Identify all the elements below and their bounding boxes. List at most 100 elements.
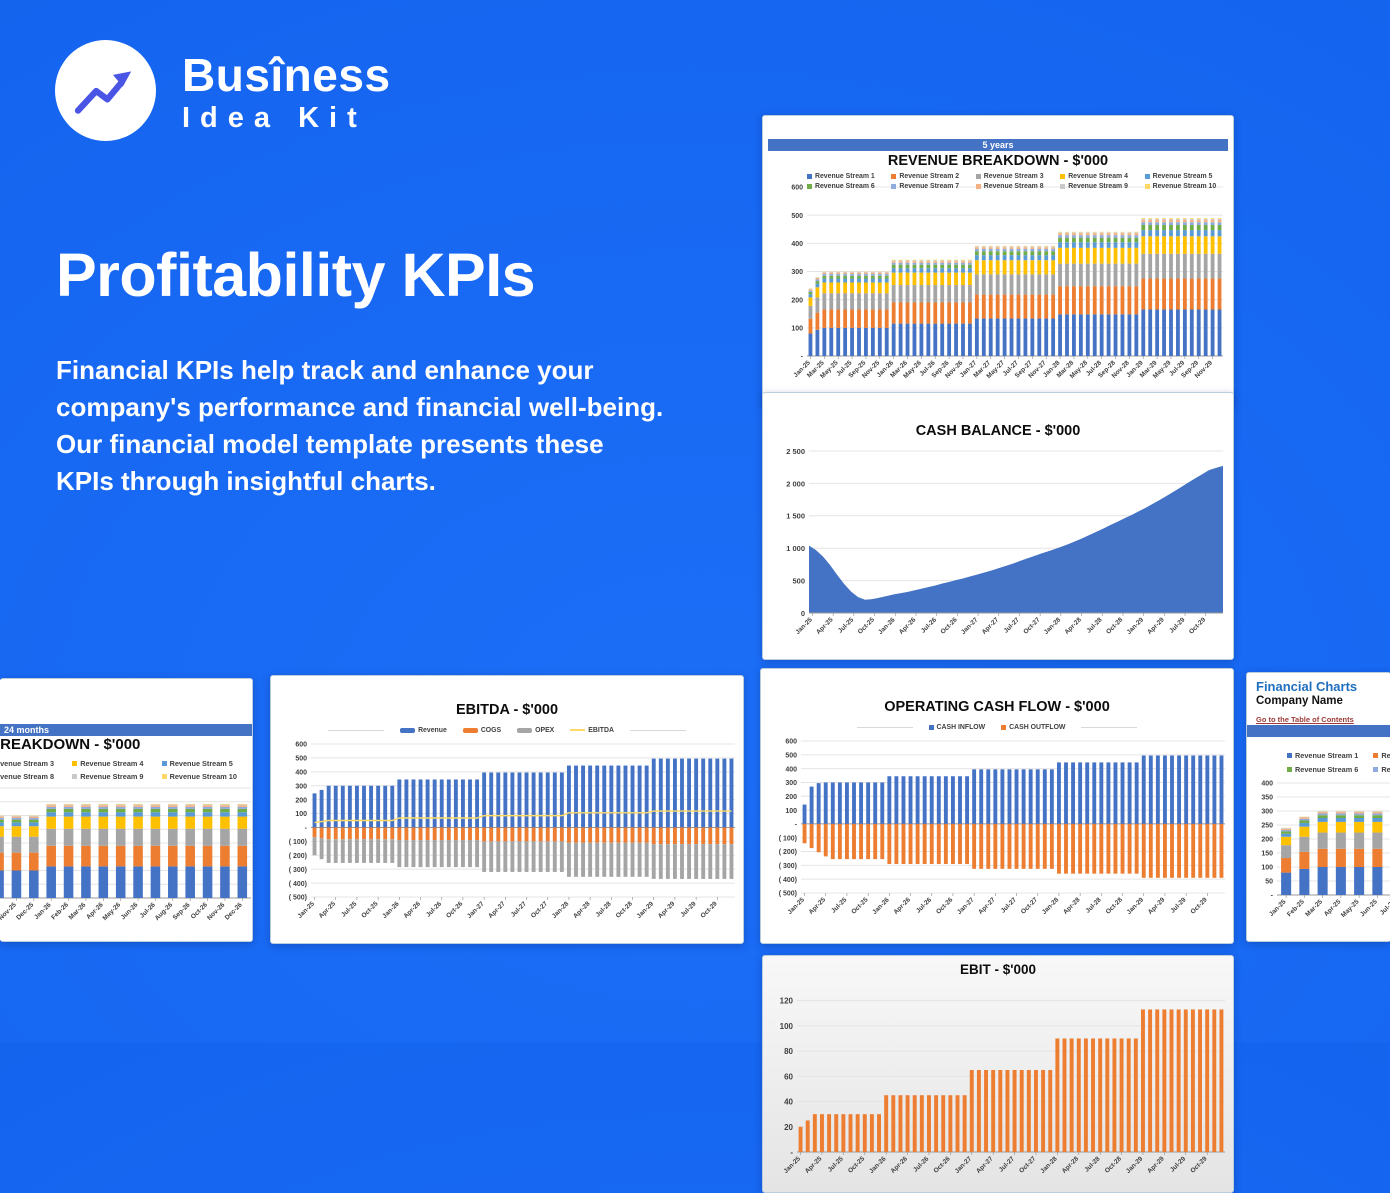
legend-item: COGS [463,727,501,734]
svg-text:Jul-26: Jul-26 [915,896,934,915]
svg-text:( 200): ( 200) [779,849,797,856]
legend-label: Revenue Stream 10 [1153,183,1217,190]
svg-text:Jan-28: Jan-28 [551,900,571,920]
legend-label: Revenue Stream 4 [80,759,143,768]
revenue-breakdown-24m-chart: 40035030025020015010050-Jan-25Feb-25Mar-… [0,782,253,941]
legend-swatch-icon [1373,767,1378,772]
svg-text:Oct-28: Oct-28 [1105,616,1125,636]
legend-label: Revenue Stream 8 [984,183,1044,190]
page-description: Financial KPIs help track and enhance yo… [56,352,664,500]
svg-text:Jan-27: Jan-27 [960,616,980,636]
svg-text:Jul-26: Jul-26 [425,900,444,919]
sheet-period-label: 5 years [982,140,1013,150]
svg-text:Oct-28: Oct-28 [615,900,635,920]
brand-subname: Idea Kit [182,104,391,133]
svg-text:Jan-27: Jan-27 [954,1155,974,1175]
svg-text:40: 40 [784,1098,793,1107]
chart-title: CASH BALANCE - $'000 [763,423,1233,443]
svg-text:Jul-25: Jul-25 [1379,898,1390,917]
page-background: Busîness Idea Kit Profitability KPIs Fin… [0,0,1390,1043]
svg-text:Oct-27: Oct-27 [1022,616,1042,636]
svg-text:Apr-26: Apr-26 [889,1155,909,1175]
svg-text:( 500): ( 500) [779,891,797,898]
legend-item: CASH INFLOW [929,724,986,731]
legend-label: Revenue Stream 9 [1068,183,1128,190]
chart-title: EBITDA - $'000 [271,702,743,722]
svg-text:Jul-26: Jul-26 [912,1155,931,1174]
legend-swatch-icon [891,184,896,189]
legend-swatch-icon [1145,174,1150,179]
svg-text:Apr-27: Apr-27 [981,616,1001,636]
spacer [763,393,1233,423]
svg-text:2 000: 2 000 [786,479,805,488]
legend-item: Revenue Stream 5 [1145,173,1227,180]
svg-text:Oct-27: Oct-27 [1018,1155,1038,1175]
svg-text:Oct-27: Oct-27 [530,900,550,920]
brand-name: Busîness [182,52,391,98]
legend-swatch-icon [1287,753,1292,758]
svg-text:200: 200 [785,794,797,801]
legend-label: Revenue Stream 1 [815,173,875,180]
svg-text:Jan-29: Jan-29 [636,900,656,920]
svg-text:Oct-25: Oct-25 [847,1155,867,1175]
svg-text:600: 600 [785,739,797,746]
sheet-period-bar [1247,725,1390,737]
svg-text:100: 100 [780,1022,794,1031]
svg-text:Apr-29: Apr-29 [1147,896,1167,916]
bars-group [799,1009,1224,1152]
legend-label: Revenue Stream 2 [1381,751,1390,760]
svg-text:Jul-26: Jul-26 [920,616,939,635]
spacer [1247,737,1390,749]
svg-text:Oct-26: Oct-26 [445,900,465,920]
panel-revenue-breakdown-24m: 24 months REVENUE BREAKDOWN - $'000 Reve… [0,678,253,942]
table-of-contents-link[interactable]: Go to the Table of Contents [1256,715,1354,724]
svg-text:-: - [790,1148,793,1157]
legend-swatch-icon [1060,174,1065,179]
svg-text:Jul-29: Jul-29 [1168,616,1187,635]
svg-text:300: 300 [791,269,803,276]
legend-swatch-icon [570,729,585,731]
sheet-header: Financial Charts Company Name Go to the … [1247,673,1390,725]
x-axis-labels: Jan-25Feb-25Mar-25Apr-25May-25Jun-25Jul-… [0,898,244,922]
svg-text:Jan-26: Jan-26 [381,900,401,920]
legend-label: Revenue Stream 6 [815,183,875,190]
legend-swatch-icon [807,184,812,189]
legend-label: COGS [481,727,501,734]
legend-item: Revenue Stream 4 [72,758,159,769]
panel-revenue-breakdown-5y: 5 years REVENUE BREAKDOWN - $'000 Revenu… [762,115,1234,405]
svg-text:Oct-25: Oct-25 [857,616,877,636]
svg-text:Apr-25: Apr-25 [815,616,835,636]
svg-text:500: 500 [791,213,803,220]
legend-item: Revenue Stream 8 [0,771,70,782]
svg-text:250: 250 [1261,822,1273,829]
svg-text:Oct-28: Oct-28 [1104,1155,1124,1175]
legend-swatch-icon [517,728,532,733]
svg-text:Jan-25: Jan-25 [794,616,814,636]
svg-text:May-26: May-26 [102,901,123,922]
legend-item: Revenue Stream 5 [162,758,249,769]
svg-text:Jul-28: Jul-28 [1085,896,1104,915]
svg-text:Jan-26: Jan-26 [33,901,53,921]
svg-text:Jan-25: Jan-25 [296,900,316,920]
svg-text:Jul-25: Jul-25 [837,616,856,635]
svg-text:120: 120 [780,997,794,1006]
legend-swatch-icon [1060,184,1065,189]
legend-swatch-icon [976,184,981,189]
svg-text:Apr-29: Apr-29 [657,900,677,920]
svg-text:Jan-26: Jan-26 [868,1155,888,1175]
legend-label: EBITDA [588,727,614,734]
svg-text:Nov-26: Nov-26 [206,901,227,922]
svg-text:400: 400 [791,241,803,248]
svg-text:Apr-25: Apr-25 [804,1155,824,1175]
legend-label: Revenue Stream 10 [170,772,237,781]
chart-title: OPERATING CASH FLOW - $'000 [761,699,1233,719]
legend-swatch-icon [463,728,478,733]
